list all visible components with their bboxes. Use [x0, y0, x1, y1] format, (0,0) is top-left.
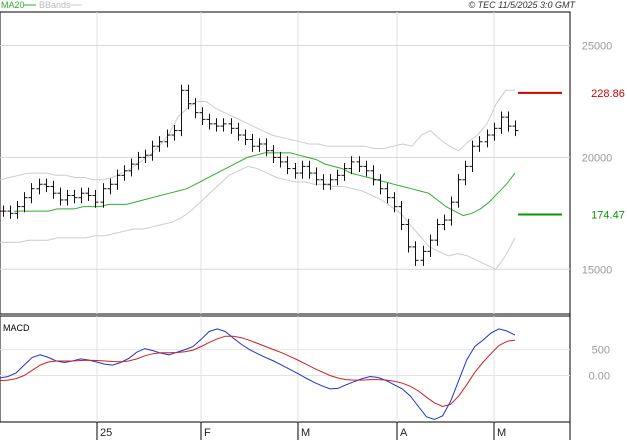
macd-panel [0, 315, 571, 423]
price-levels: 228.86 174.47 [518, 88, 625, 222]
macd-title: MACD [3, 323, 30, 333]
x-tick-label: F [204, 427, 211, 439]
copyright-text: © TEC 11/5/2025 3:0 GMT [468, 0, 576, 10]
chart-header: MA20 BBands © TEC 11/5/2025 3:0 GMT [0, 0, 576, 11]
macd-series-macd [0, 328, 516, 420]
series-ma20 [14, 152, 516, 217]
macd-series-signal [0, 335, 516, 408]
price-tick-label: 15000 [582, 264, 613, 276]
legend-bbands: BBands [39, 0, 71, 10]
x-axis: 25 F M A M [96, 422, 506, 440]
macd-axis: 500 0.00 [589, 345, 610, 383]
level-label-1: 174.47 [591, 210, 625, 222]
gridlines [0, 12, 570, 422]
macd-tick-label: 0.00 [589, 370, 610, 382]
macd-tick-label: 500 [592, 345, 610, 357]
legend-ma20: MA20 [1, 0, 25, 10]
price-series-group [0, 84, 519, 270]
x-tick-label: M [497, 427, 506, 439]
macd-series-group [0, 328, 516, 420]
level-label-0: 228.86 [591, 88, 625, 100]
price-tick-label: 25000 [582, 41, 613, 53]
x-tick-label: A [400, 427, 408, 439]
x-tick-label: M [301, 427, 310, 439]
price-panel [0, 11, 571, 315]
price-tick-label: 20000 [582, 152, 613, 164]
series-bbands-lower [0, 165, 516, 270]
x-tick-label: 25 [100, 427, 112, 439]
price-axis: 25000 20000 15000 [582, 41, 613, 277]
series-bbands-upper [0, 89, 515, 181]
